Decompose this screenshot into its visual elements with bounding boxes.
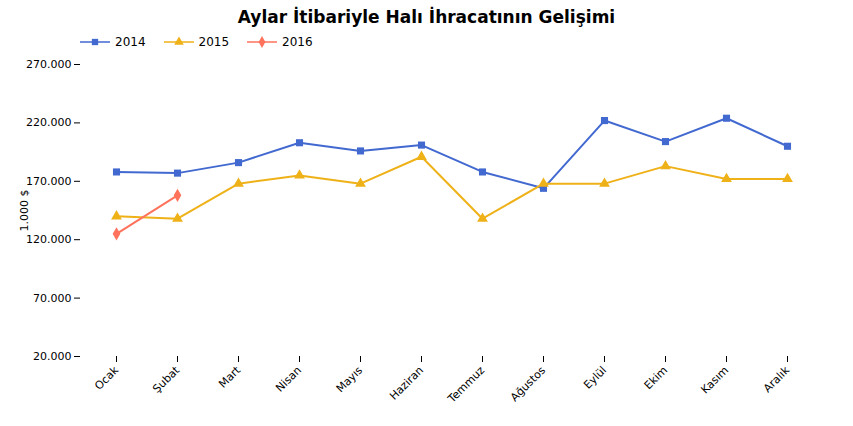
svg-text:120.000: 120.000 [26, 233, 72, 246]
svg-text:Şubat: Şubat [150, 363, 182, 395]
svg-text:Nisan: Nisan [273, 364, 304, 395]
svg-text:Mayıs: Mayıs [334, 364, 366, 396]
svg-text:1.000 $: 1.000 $ [18, 190, 31, 232]
svg-text:Ağustos: Ağustos [508, 364, 548, 404]
svg-text:Kasım: Kasım [698, 364, 731, 397]
svg-text:Ocak: Ocak [92, 363, 121, 392]
svg-text:Ekim: Ekim [642, 364, 670, 392]
html-text:2015: 2015 [198, 35, 230, 49]
svg-text:20.000: 20.000 [33, 350, 72, 363]
svg-text:170.000: 170.000 [26, 175, 72, 188]
svg-text:270.000: 270.000 [26, 58, 72, 71]
svg-text:Temmuz: Temmuz [445, 364, 487, 406]
html-text:Aylar İtibariyle Halı İhracatı: Aylar İtibariyle Halı İhracatının Gelişi… [237, 7, 616, 27]
svg-text:Mart: Mart [216, 363, 243, 390]
svg-text:Aralık: Aralık [761, 363, 793, 395]
svg-text:Eylül: Eylül [581, 364, 609, 392]
html-text:2016: 2016 [282, 35, 313, 49]
svg-text:70.000: 70.000 [33, 292, 72, 305]
svg-text:220.000: 220.000 [26, 116, 72, 129]
svg-text:Haziran: Haziran [387, 364, 426, 403]
html-text:2014: 2014 [115, 35, 146, 49]
